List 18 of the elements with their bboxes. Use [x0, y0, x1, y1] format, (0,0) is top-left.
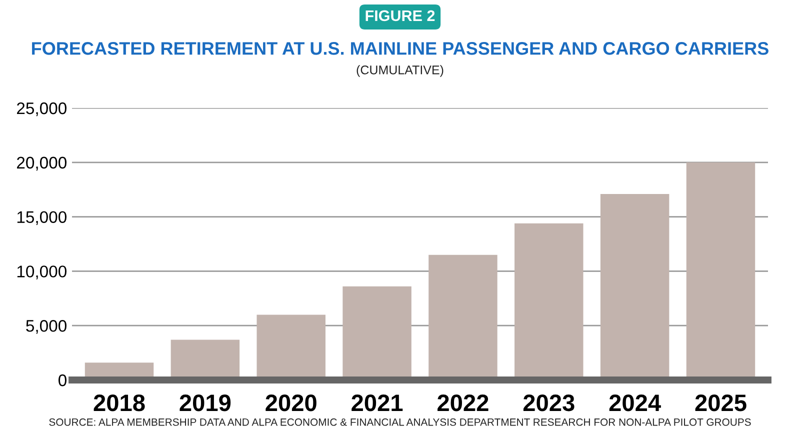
chart-title: FORECASTED RETIREMENT AT U.S. MAINLINE PASSENGER AND CARGO CARRIERS: [32, 42, 768, 55]
y-tick-label: 5,000: [26, 320, 66, 334]
x-tick-label: 2020: [266, 394, 316, 412]
x-tick-label: 2019: [180, 394, 231, 412]
caption: FIGURE 2: [366, 10, 435, 22]
y-tick-label: 20,000: [17, 156, 66, 171]
x-tick-label: 2023: [523, 394, 574, 412]
y-tick-label: 25,000: [17, 102, 66, 116]
source-note: SOURCE: ALPA MEMBERSHIP DATA AND ALPA ECONOMIC & FINANCIAL ANALYSIS DEPARTMENT RESEARCH FOR NON-ALPA PILOT GROUPS: [49, 418, 751, 426]
x-tick-label: 2022: [438, 394, 488, 412]
x-tick-label: 2024: [609, 394, 661, 412]
y-tick-label: 0: [58, 374, 66, 386]
x-tick-label: 2018: [94, 394, 145, 412]
y-tick-label: 15,000: [17, 211, 66, 225]
x-tick-label: 2021: [352, 394, 403, 412]
x-tick-label: 2025: [695, 394, 746, 412]
y-tick-label: 10,000: [17, 266, 66, 280]
chart-subtitle: (CUMULATIVE): [356, 65, 444, 77]
